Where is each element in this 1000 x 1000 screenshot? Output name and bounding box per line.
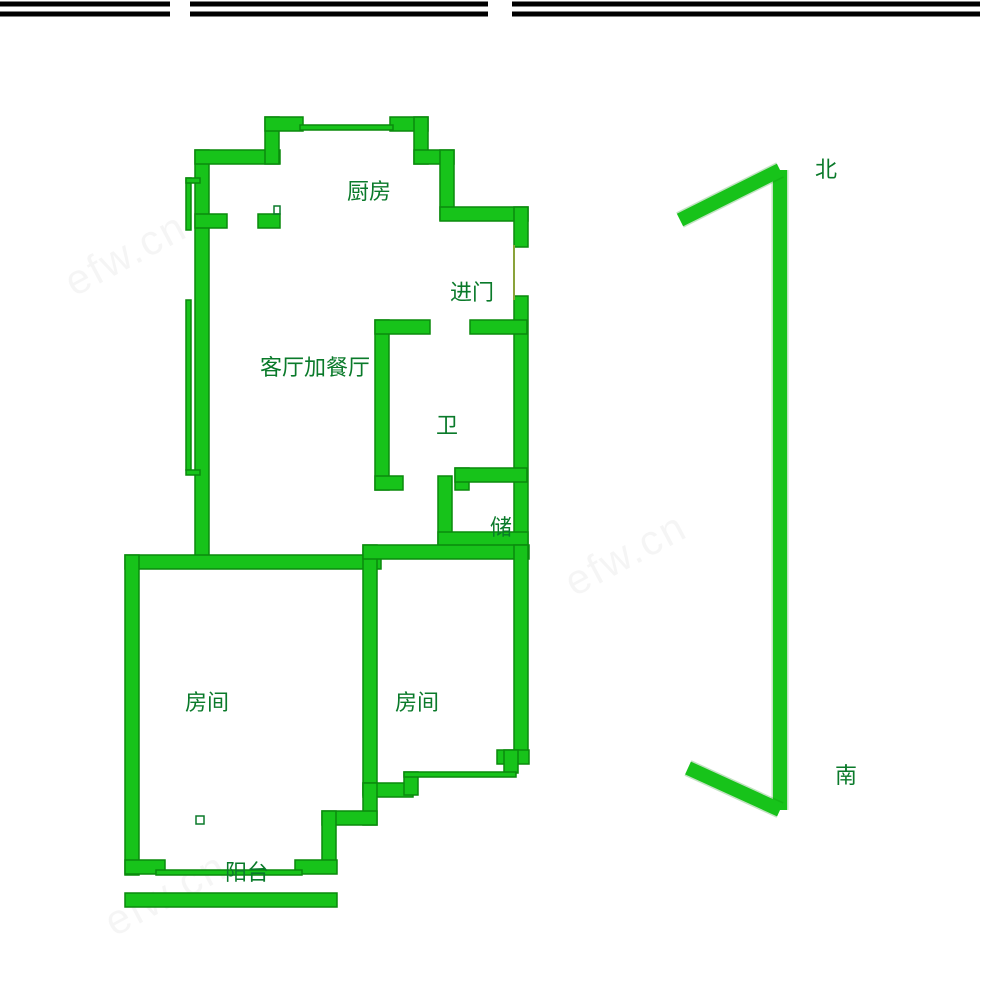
floor-plan-stage: efw.cnefw.cnefw.cn 厨房进门客厅加餐厅卫储房间房间阳台北南 [0, 0, 1000, 1000]
wall-segment [265, 117, 303, 131]
wall-segment [455, 468, 527, 482]
wall-segment [186, 300, 191, 470]
wall-segment [300, 125, 393, 130]
wall-segment [125, 893, 337, 907]
wall-segment [375, 320, 430, 334]
wall-segment [514, 207, 528, 247]
wall-segment [195, 150, 209, 565]
wall-segment [514, 545, 528, 763]
wall-segment [258, 214, 280, 228]
wall-segment [504, 750, 518, 773]
wall-segment [375, 320, 389, 490]
floor-plan-svg [0, 0, 1000, 1000]
wall-segment [375, 476, 403, 490]
wall-segment [438, 532, 528, 546]
wall-segment [125, 555, 381, 569]
wall-segment [363, 545, 377, 795]
wall-segment [186, 178, 200, 183]
wall-segment [363, 545, 529, 559]
compass-indicator [680, 170, 780, 810]
wall-segment [125, 555, 139, 875]
wall-segment [186, 470, 200, 475]
wall-segment [470, 320, 527, 334]
wall-segment [156, 870, 302, 875]
wall-segment [404, 772, 516, 777]
wall-segment [195, 214, 227, 228]
wall-segment [186, 178, 191, 230]
